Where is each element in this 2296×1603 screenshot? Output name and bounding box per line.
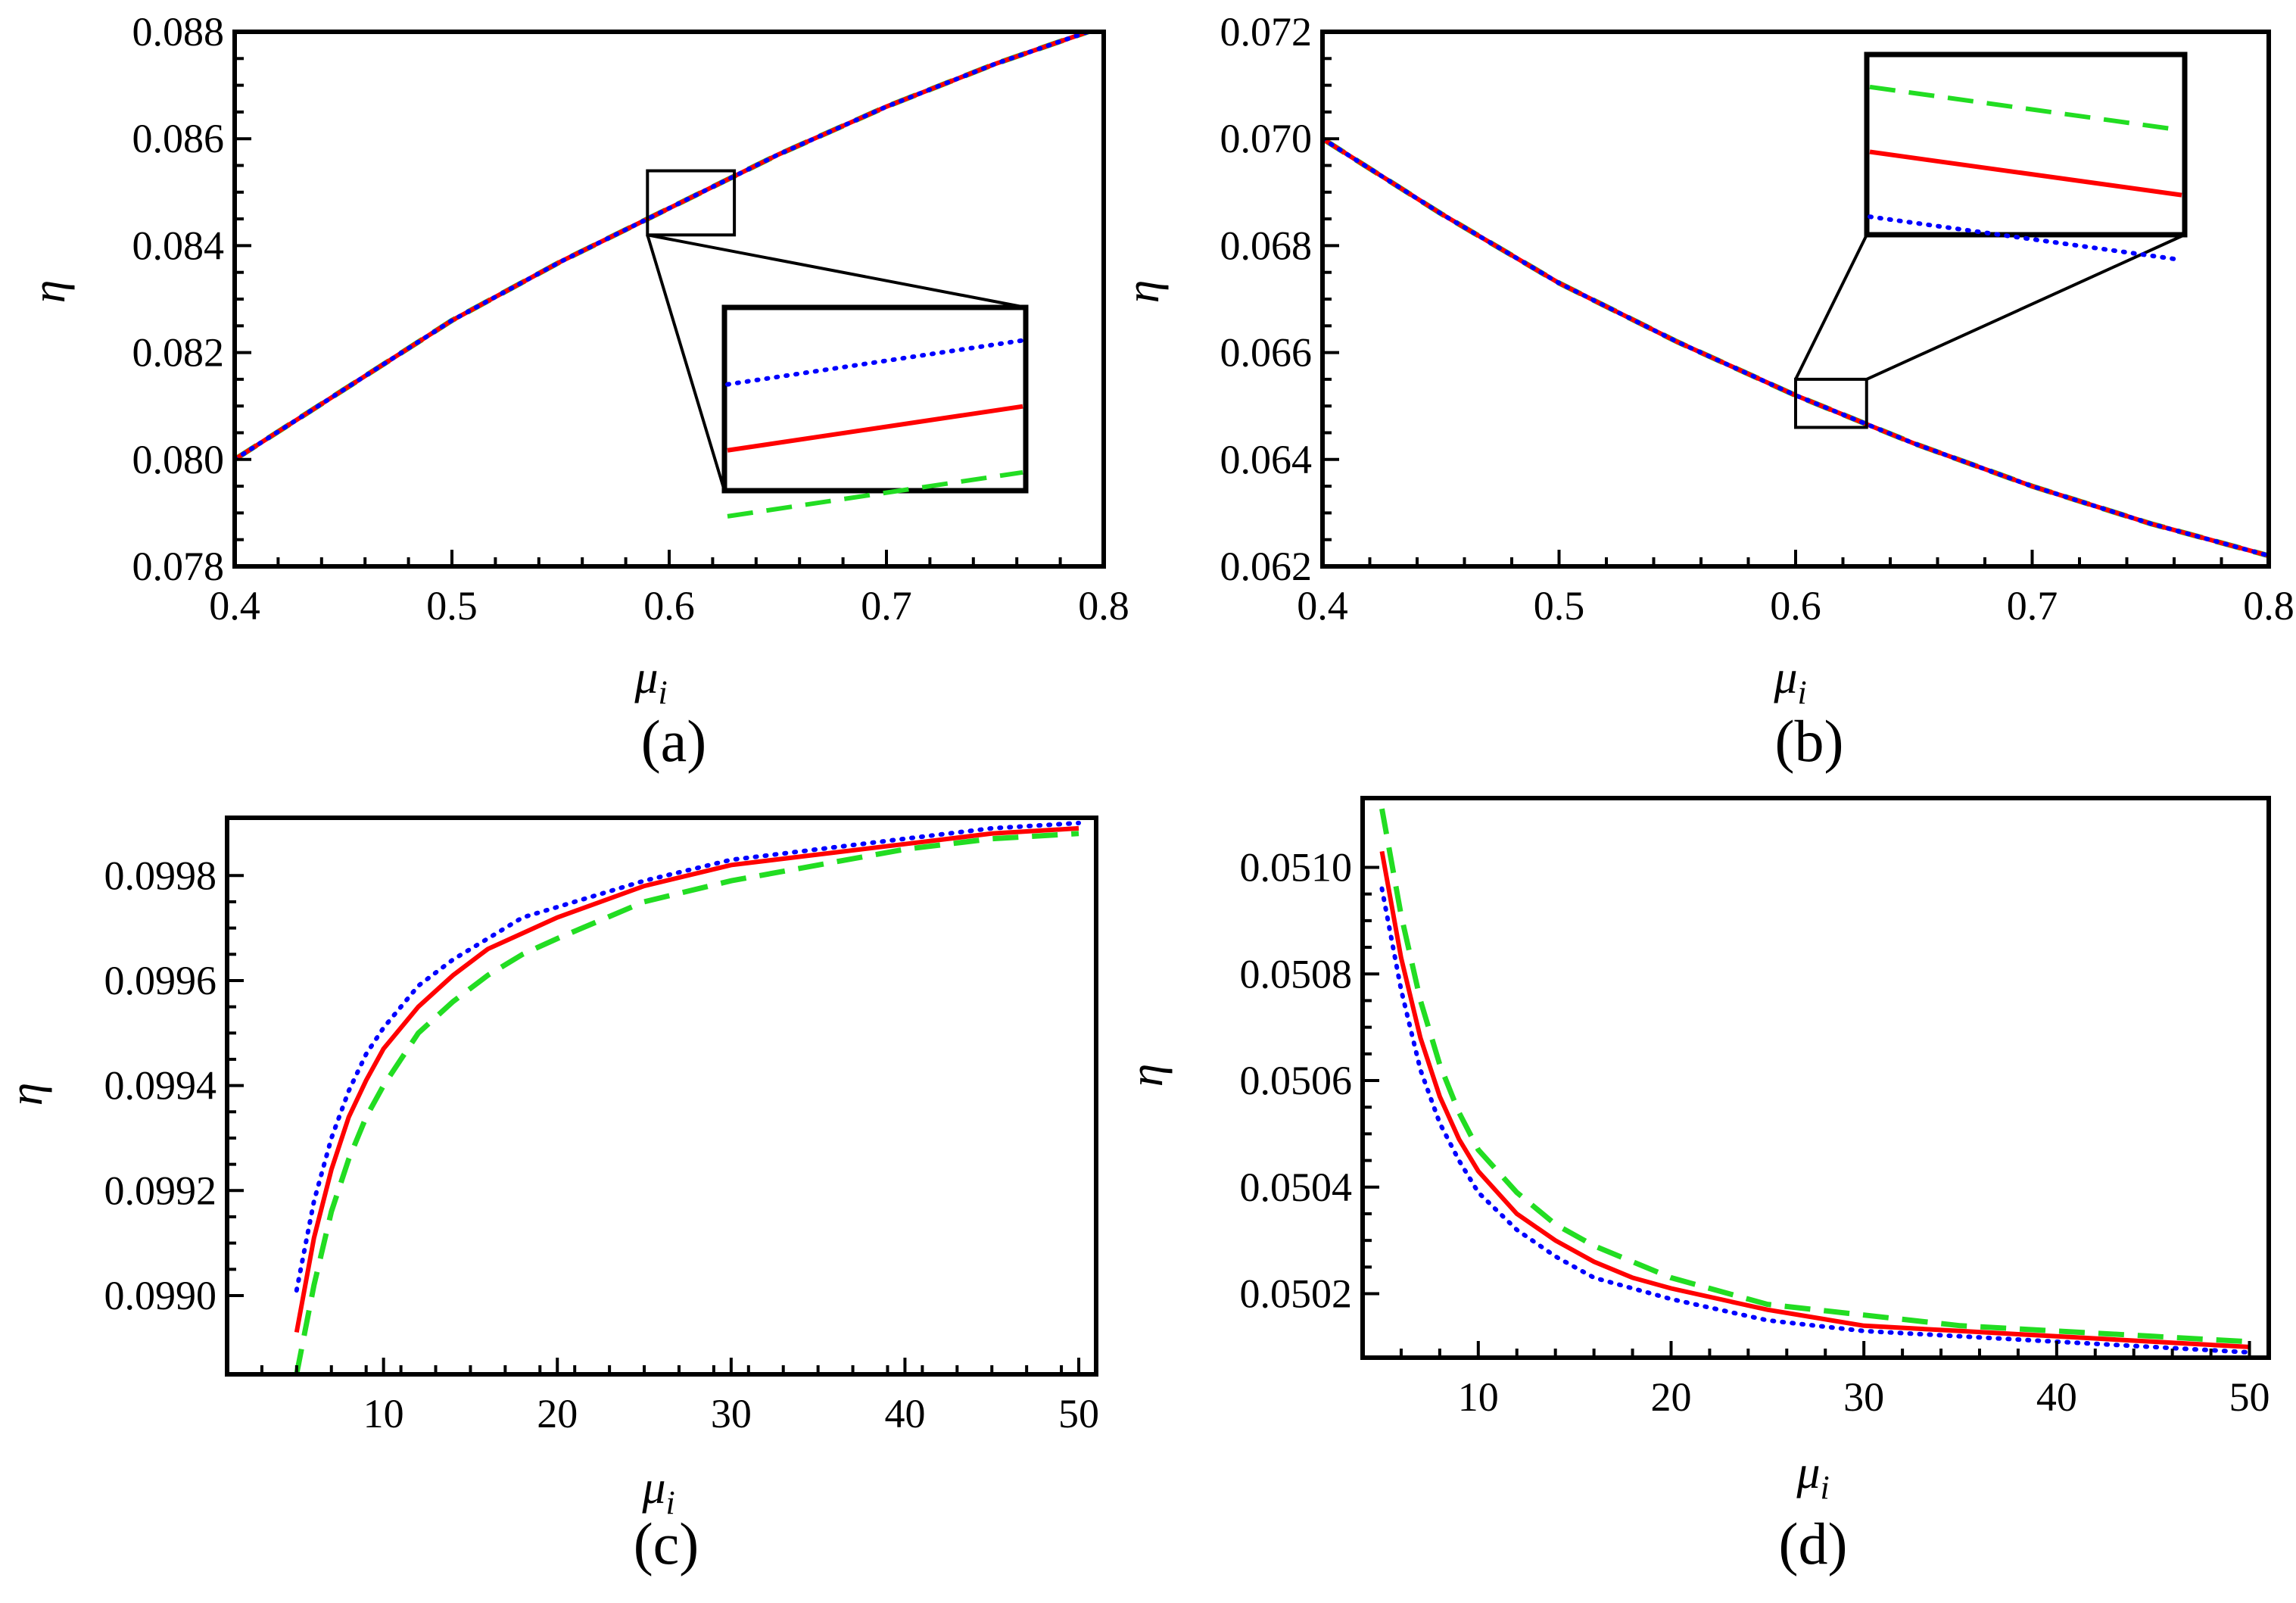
inset-frame xyxy=(1864,51,2188,238)
y-tick-label: 0.070 xyxy=(1220,116,1313,161)
x-tick-label: 30 xyxy=(1843,1374,1884,1420)
x-tick-label: 0.4 xyxy=(1297,583,1348,628)
x-tick-label: 50 xyxy=(2229,1374,2270,1420)
y-tick-label: 0.062 xyxy=(1220,544,1313,589)
zoom-inset xyxy=(1864,51,2188,263)
x-axis-label-main: μ xyxy=(641,1462,665,1514)
panel-a: 0.078 0.080 0.082 0.084 0.086 0.088 0.4 0.5 0.6 0… xyxy=(23,9,1129,774)
y-tick-label: 0.0992 xyxy=(104,1168,217,1213)
x-tick-label: 10 xyxy=(363,1391,404,1436)
inset-series-red-solid xyxy=(1869,149,2182,198)
zoom-leader-line xyxy=(646,233,1027,309)
y-tick-label: 0.0996 xyxy=(104,958,217,1003)
plot-frame xyxy=(1360,796,2271,1360)
y-tick-label: 0.078 xyxy=(132,544,225,589)
y-tick-label: 0.088 xyxy=(132,9,225,55)
x-axis-label-sub: i xyxy=(665,1484,674,1521)
panel-b: 0.062 0.064 0.066 0.068 0.070 0.072 0.4 0.5 0.6 0… xyxy=(1117,9,2294,774)
x-tick-label: 0.8 xyxy=(2243,583,2294,628)
x-tick-label: 0.6 xyxy=(643,583,695,628)
y-axis-label: η xyxy=(1,1083,52,1106)
y-tick-label: 0.064 xyxy=(1220,437,1313,482)
panel-caption: (b) xyxy=(1775,708,1844,774)
y-tick-label: 0.086 xyxy=(132,116,225,161)
y-tick-label: 0.066 xyxy=(1220,330,1313,376)
x-tick-label: 20 xyxy=(1650,1374,1691,1420)
x-tick-label: 0.5 xyxy=(426,583,478,628)
inset-series-blue-dotted xyxy=(1868,214,2184,263)
zoom-region-box xyxy=(1794,377,1868,429)
x-tick-label: 0.8 xyxy=(1078,583,1129,628)
x-axis-label-main: μ xyxy=(1773,652,1797,703)
x-axis-label: μi xyxy=(641,1462,674,1521)
panel-caption: (c) xyxy=(634,1511,699,1576)
y-tick-label: 0.0502 xyxy=(1240,1271,1353,1317)
panel-caption: (a) xyxy=(641,708,707,774)
zoom-leader-line xyxy=(1794,234,1868,380)
x-tick-label: 30 xyxy=(711,1391,752,1436)
plot-frame xyxy=(225,816,1098,1377)
x-axis-label-main: μ xyxy=(634,652,658,703)
x-axis-label-sub: i xyxy=(1820,1469,1829,1506)
series-blue-dotted xyxy=(235,32,1095,462)
y-tick-label: 0.068 xyxy=(1220,223,1313,268)
y-tick-label: 0.0510 xyxy=(1240,844,1353,890)
y-tick-label: 0.0990 xyxy=(104,1273,217,1318)
inset-frame xyxy=(721,304,1029,494)
series-blue-dotted xyxy=(294,820,1081,1293)
series-red-solid xyxy=(1379,850,2250,1349)
y-tick-label: 0.0508 xyxy=(1240,951,1353,996)
x-tick-label: 0.7 xyxy=(2007,583,2058,628)
x-axis-label: μi xyxy=(1773,652,1806,711)
y-tick-label: 0.084 xyxy=(132,223,225,268)
zoom-leader-line xyxy=(646,234,726,491)
y-axis-label: η xyxy=(1121,1064,1173,1087)
x-axis-label-main: μ xyxy=(1796,1447,1820,1499)
series-blue-dotted xyxy=(1379,886,2252,1355)
y-axis-label: η xyxy=(23,280,75,304)
x-tick-label: 0.5 xyxy=(1534,583,1585,628)
x-tick-label: 0.7 xyxy=(861,583,912,628)
x-tick-label: 0.4 xyxy=(209,583,260,628)
y-axis-label: η xyxy=(1117,280,1169,304)
x-axis-label: μi xyxy=(634,652,667,711)
zoom-inset xyxy=(721,304,1029,519)
x-tick-label: 0.6 xyxy=(1770,583,1821,628)
series-green-dashed xyxy=(294,831,1079,1374)
zoom-region-box xyxy=(646,169,737,237)
y-tick-label: 0.0998 xyxy=(104,853,217,898)
series-red-solid xyxy=(294,825,1079,1333)
x-tick-label: 40 xyxy=(2036,1374,2077,1420)
x-axis-label-sub: i xyxy=(1797,674,1806,711)
inset-series-green-dashed xyxy=(1869,84,2182,133)
panel-caption: (d) xyxy=(1779,1511,1848,1576)
x-tick-label: 50 xyxy=(1058,1391,1099,1436)
x-tick-label: 10 xyxy=(1458,1374,1499,1420)
y-tick-label: 0.082 xyxy=(132,330,225,376)
inset-series-blue-dotted xyxy=(725,338,1025,387)
x-axis-label: μi xyxy=(1796,1447,1829,1506)
inset-series-green-dashed xyxy=(727,469,1023,519)
x-tick-label: 40 xyxy=(884,1391,925,1436)
y-tick-label: 0.0504 xyxy=(1240,1165,1353,1210)
y-tick-label: 0.0506 xyxy=(1240,1058,1353,1103)
y-tick-label: 0.0994 xyxy=(104,1063,217,1109)
y-tick-label: 0.072 xyxy=(1220,9,1313,55)
panel-d: 0.0502 0.0504 0.0506 0.0508 0.0510 10 20 30 40 50… xyxy=(1121,796,2271,1576)
panel-c: 0.0990 0.0992 0.0994 0.0996 0.0998 10 20 30 40 50… xyxy=(1,816,1099,1576)
zoom-leader-line xyxy=(1865,233,2185,381)
series-green-dashed xyxy=(1379,808,2250,1345)
y-tick-label: 0.080 xyxy=(132,437,225,482)
x-axis-label-sub: i xyxy=(658,674,667,711)
inset-series-red-solid xyxy=(727,404,1023,453)
x-tick-label: 20 xyxy=(537,1391,578,1436)
